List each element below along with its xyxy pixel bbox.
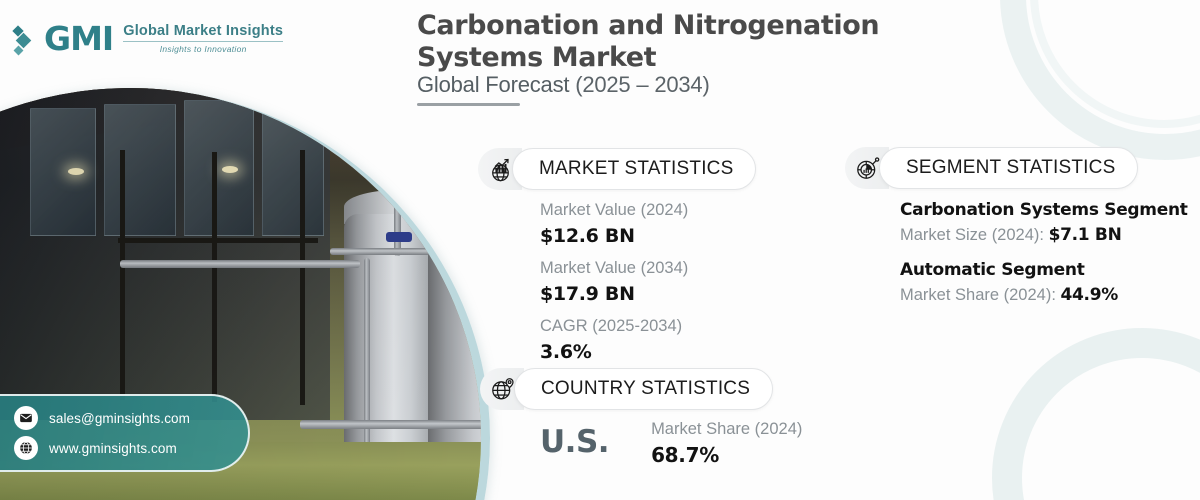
segment-statistics-label: SEGMENT STATISTICS [879, 147, 1139, 189]
market-statistics-chip: MARKET STATISTICS [478, 148, 757, 190]
photo-steel-beam [118, 238, 318, 243]
segment-1-metric: Market Size (2024): $7.1 BN [900, 223, 1188, 249]
gmi-logo-icon [12, 24, 36, 55]
contact-email-row[interactable]: sales@gminsights.com [14, 406, 248, 430]
page-title: Carbonation and Nitrogenation Systems Ma… [417, 10, 880, 73]
photo-valve [386, 232, 412, 242]
photo-steel-post [212, 152, 217, 402]
country-statistics-content: U.S. Market Share (2024) 68.7% [540, 418, 802, 468]
country-market-share-label: Market Share (2024) [651, 420, 803, 438]
photo-pipe [364, 258, 370, 458]
segment-2-heading: Automatic Segment [900, 260, 1085, 281]
contact-website-text: www.gminsights.com [49, 440, 177, 456]
market-value-2034-value: $17.9 BN [540, 282, 635, 305]
subtitle-prefix: Global Forecast [417, 72, 576, 97]
country-statistics-chip: COUNTRY STATISTICS [480, 368, 774, 410]
photo-glass-pane [104, 104, 176, 236]
subtitle-years: (2025 – 2034) [575, 72, 710, 97]
country-statistics-label: COUNTRY STATISTICS [514, 368, 774, 410]
segment-2-metric: Market Share (2024): 44.9% [900, 283, 1188, 309]
country-market-share-value: 68.7% [651, 442, 719, 467]
gmi-logo[interactable]: GMI Global Market Insights Insights to I… [12, 19, 284, 58]
title-underline [417, 103, 520, 106]
segment-1-heading: Carbonation Systems Segment [900, 200, 1188, 220]
photo-glass-pane [262, 96, 324, 236]
contact-email-text: sales@gminsights.com [49, 410, 191, 426]
cagr-value: 3.6% [540, 340, 592, 363]
market-value-2024-value: $12.6 BN [540, 224, 635, 247]
envelope-icon [14, 406, 38, 430]
market-statistics-label: MARKET STATISTICS [512, 148, 757, 190]
photo-glass-pane [30, 108, 96, 236]
logo-tagline: Insights to Innovation [159, 44, 247, 55]
market-statistics-list: Market Value (2024) $12.6 BN Market Valu… [540, 198, 688, 366]
market-value-2024-label: Market Value (2024) [540, 201, 689, 219]
photo-pipe [120, 260, 360, 268]
photo-tank-medium [428, 196, 481, 460]
market-value-2034-label: Market Value (2034) [540, 259, 689, 278]
photo-steel-post [300, 150, 305, 405]
photo-pipe [300, 420, 481, 429]
photo-steel-post [120, 150, 125, 400]
segment-2-metric-label: Market Share (2024): [900, 285, 1061, 304]
segment-1-metric-label: Market Size (2024): [900, 225, 1049, 244]
country-name: U.S. [540, 424, 610, 460]
logo-abbrev: GMI [44, 19, 114, 58]
photo-lamp [222, 166, 238, 173]
decorative-arc-bottom-right [992, 328, 1200, 500]
segment-1-metric-value: $7.1 BN [1048, 224, 1122, 245]
page-subtitle: Global Forecast (2025 – 2034) [417, 72, 710, 98]
segment-statistics-list: Carbonation Systems Segment Market Size … [900, 198, 1188, 308]
segment-2-metric-value: 44.9% [1060, 284, 1119, 305]
logo-divider [123, 41, 284, 43]
photo-pipe [330, 248, 481, 255]
cagr-label: CAGR (2025-2034) [540, 317, 683, 336]
photo-pipe [394, 88, 401, 256]
segment-statistics-chip: SEGMENT STATISTICS [845, 147, 1139, 189]
contact-pill: sales@gminsights.com www.gminsights.com [0, 394, 250, 472]
photo-glass-pane [184, 100, 254, 236]
photo-lamp [68, 168, 84, 175]
globe-icon [14, 436, 38, 460]
contact-website-row[interactable]: www.gminsights.com [14, 436, 248, 460]
logo-company-name: Global Market Insights [123, 22, 284, 39]
